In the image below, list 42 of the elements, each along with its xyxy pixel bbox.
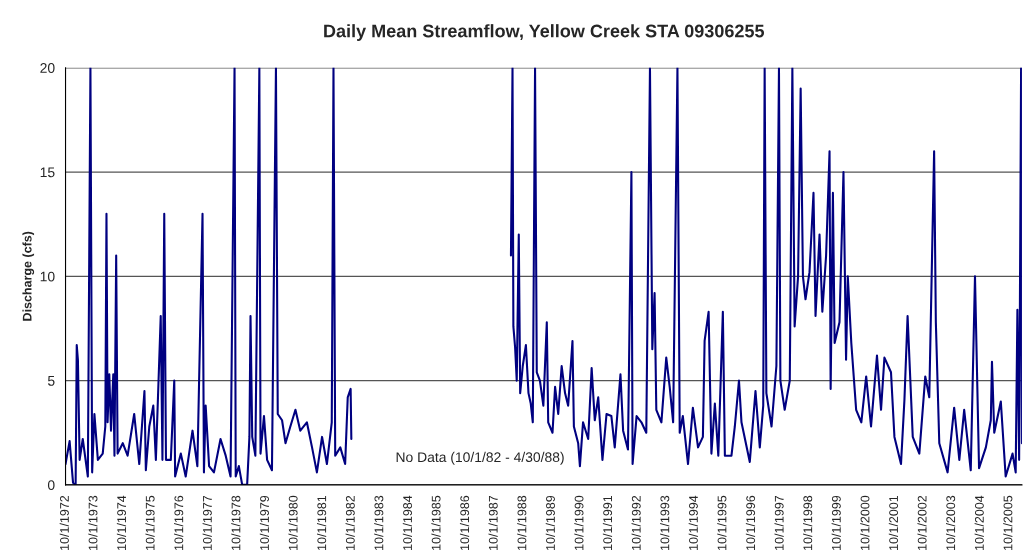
x-tick-label: 10/1/1985 (431, 495, 441, 550)
y-tick-label: 0 (47, 480, 55, 491)
x-tick-label: 10/1/1989 (545, 495, 555, 550)
y-tick-label: 10 (40, 271, 55, 282)
x-tick-label: 10/1/1975 (145, 495, 155, 550)
x-tick-label: 10/1/1999 (831, 495, 841, 550)
x-tick-label: 10/1/1981 (317, 495, 327, 550)
x-tick-label: 10/1/1992 (631, 495, 641, 550)
x-tick-label: 10/1/1978 (231, 495, 241, 550)
x-tick-label: 10/1/2000 (860, 495, 870, 550)
x-tick-label: 10/1/1997 (774, 495, 784, 550)
chart-title: Daily Mean Streamflow, Yellow Creek STA 09306255 (324, 24, 765, 41)
x-tick-label: 10/1/2001 (888, 495, 899, 550)
x-tick-label: 10/1/1979 (259, 495, 269, 550)
y-tick-label: 20 (40, 63, 55, 73)
x-tick-label: 10/1/1995 (717, 495, 727, 550)
x-tick-label: 10/1/1977 (202, 495, 212, 550)
x-tick-label: 10/1/2004 (974, 495, 984, 550)
y-tick-label: 5 (47, 376, 55, 386)
x-tick-label: 10/1/2002 (917, 495, 927, 550)
x-tick-label: 10/1/1998 (803, 495, 813, 550)
x-tick-label: 10/1/1980 (288, 495, 298, 550)
x-tick-label: 10/1/1991 (602, 495, 613, 550)
x-tick-label: 10/1/1972 (59, 495, 69, 550)
x-tick-label: 10/1/1974 (116, 495, 127, 550)
x-tick-label: 10/1/1996 (745, 495, 756, 550)
x-tick-label: 10/1/1990 (574, 495, 584, 550)
x-tick-label: 10/1/1987 (488, 495, 498, 550)
x-tick-label: 10/1/1982 (345, 495, 355, 550)
y-axis-title: Discharge (cfs) (22, 231, 35, 321)
x-tick-label: 10/1/1993 (660, 495, 670, 550)
x-tick-label: 10/1/1973 (88, 495, 98, 550)
x-tick-label: 10/1/2003 (945, 495, 956, 550)
annotation: No Data (10/1/82 - 4/30/88) (396, 451, 564, 465)
x-tick-label: 10/1/1994 (688, 495, 698, 550)
x-tick-label: 10/1/1988 (517, 495, 527, 550)
x-tick-label: 10/1/1984 (402, 495, 412, 550)
x-tick-label: 10/1/1976 (174, 495, 184, 550)
x-tick-label: 10/1/1986 (459, 495, 470, 550)
x-tick-label: 10/1/1983 (374, 495, 384, 550)
y-tick-label: 15 (40, 167, 55, 178)
x-tick-label: 10/1/2005 (1003, 495, 1013, 550)
